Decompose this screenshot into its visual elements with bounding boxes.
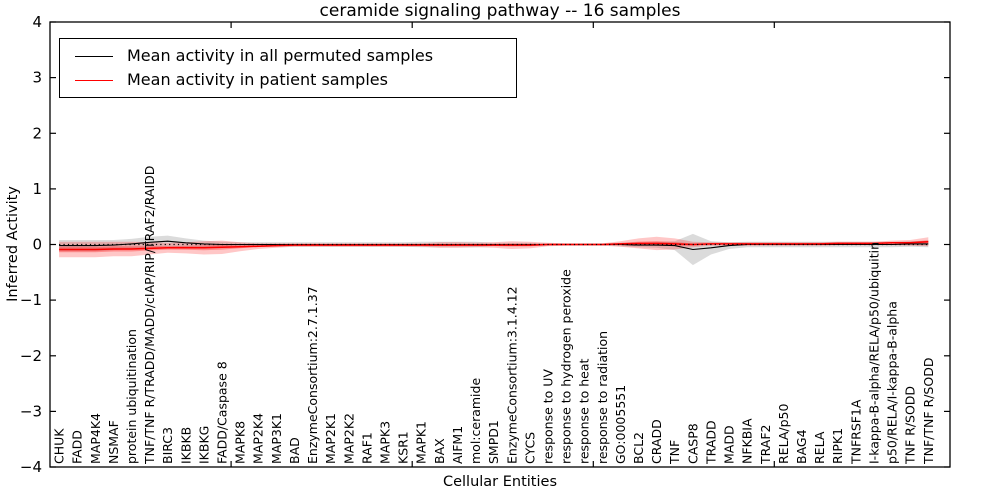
x-category-label: response to hydrogen peroxide	[559, 269, 574, 464]
x-category-label: RAF1	[359, 432, 374, 464]
x-category-label: BAD	[287, 437, 302, 464]
x-category-label: FADD	[70, 430, 85, 464]
x-category-label: CRADD	[649, 419, 664, 464]
legend-line-patient-icon	[75, 79, 113, 81]
legend-entry-permuted: Mean activity in all permuted samples	[75, 46, 512, 66]
x-category-label: MAPK1	[414, 421, 429, 464]
x-category-label: p50/RELA/I-kappa-B-alpha	[885, 301, 900, 464]
x-category-label: TNFRSF1A	[848, 399, 863, 465]
x-category-label: EnzymeConsortium:3.1.4.12	[504, 286, 519, 464]
x-category-label: MAP2K4	[251, 413, 266, 464]
x-category-label: KSR1	[396, 431, 411, 464]
y-tick-label: −4	[20, 458, 42, 476]
x-category-label: response to heat	[577, 358, 592, 464]
x-category-label: MAPK3	[378, 421, 393, 464]
x-category-label: GO:0005551	[613, 385, 628, 464]
y-axis-label: Inferred Activity	[5, 186, 21, 302]
y-tick-label: 2	[32, 124, 42, 142]
x-category-label: TNF/TNF R/TRADD/MADD/cIAP/RIP/TRAF2/RAID…	[142, 166, 157, 465]
x-category-label: TRADD	[704, 420, 719, 465]
x-axis-label: Cellular Entities	[442, 474, 558, 490]
band-patient-std	[59, 236, 929, 258]
x-category-label: RIPK1	[830, 428, 845, 464]
x-category-label: TRAF2	[758, 424, 773, 465]
x-category-label: BAX	[432, 438, 447, 464]
y-tick-label: 0	[32, 236, 42, 254]
y-tick-label: 4	[32, 13, 42, 31]
y-tick-label: −3	[20, 402, 42, 420]
x-category-label: RELA/p50	[776, 404, 791, 464]
legend-label-permuted: Mean activity in all permuted samples	[127, 46, 434, 65]
x-category-label: mol:ceramide	[468, 378, 483, 464]
y-tick-label: −2	[20, 347, 42, 365]
x-category-label: MAP2K1	[323, 413, 338, 464]
x-category-label: TNF/TNF R/SODD	[921, 358, 936, 465]
x-category-label: protein ubiquitination	[124, 329, 139, 464]
chart-title: ceramide signaling pathway -- 16 samples	[319, 1, 681, 21]
x-category-label: SMPD1	[486, 420, 501, 464]
x-category-label: response to UV	[541, 369, 556, 464]
x-category-label: MAP4K4	[88, 413, 103, 464]
x-category-label: FADD/Caspase 8	[215, 361, 230, 464]
x-category-label: AIFM1	[450, 426, 465, 464]
legend-label-patient: Mean activity in patient samples	[127, 70, 388, 89]
x-category-label: MADD	[722, 425, 737, 464]
x-category-label: BIRC3	[160, 427, 175, 464]
legend: Mean activity in all permuted samples Me…	[59, 38, 517, 98]
x-category-label: response to radiation	[595, 331, 610, 464]
line-patient-mean	[59, 240, 929, 251]
x-category-label: BCL2	[631, 432, 646, 464]
x-category-label: IKBKG	[196, 426, 211, 464]
x-category-label: MAPK8	[233, 421, 248, 464]
x-category-label: MAP2K2	[341, 413, 356, 464]
y-tick-label: 1	[32, 180, 42, 198]
band-permuted-std	[59, 233, 929, 266]
x-category-label: NSMAF	[106, 420, 121, 464]
x-category-label: CHUK	[52, 428, 67, 464]
x-category-label: IKBKB	[178, 427, 193, 464]
legend-line-permuted-icon	[75, 55, 113, 57]
x-category-label: BAG4	[794, 429, 809, 464]
legend-entry-patient: Mean activity in patient samples	[75, 70, 512, 90]
y-tick-label: −1	[20, 291, 42, 309]
x-category-label: MAP3K1	[269, 413, 284, 464]
x-category-label: TNF R/SODD	[903, 386, 918, 465]
x-category-label: CASP8	[685, 423, 700, 464]
y-tick-label: 3	[32, 69, 42, 87]
x-category-label: CYCS	[522, 432, 537, 464]
x-category-label: NFKBIA	[740, 418, 755, 464]
x-category-label: TNF	[667, 440, 682, 465]
x-category-label: RELA	[812, 431, 827, 464]
x-category-label: I-kappa-B-alpha/RELA/p50/ubiquitin	[866, 242, 881, 464]
x-category-label: EnzymeConsortium:2.7.1.37	[305, 286, 320, 464]
